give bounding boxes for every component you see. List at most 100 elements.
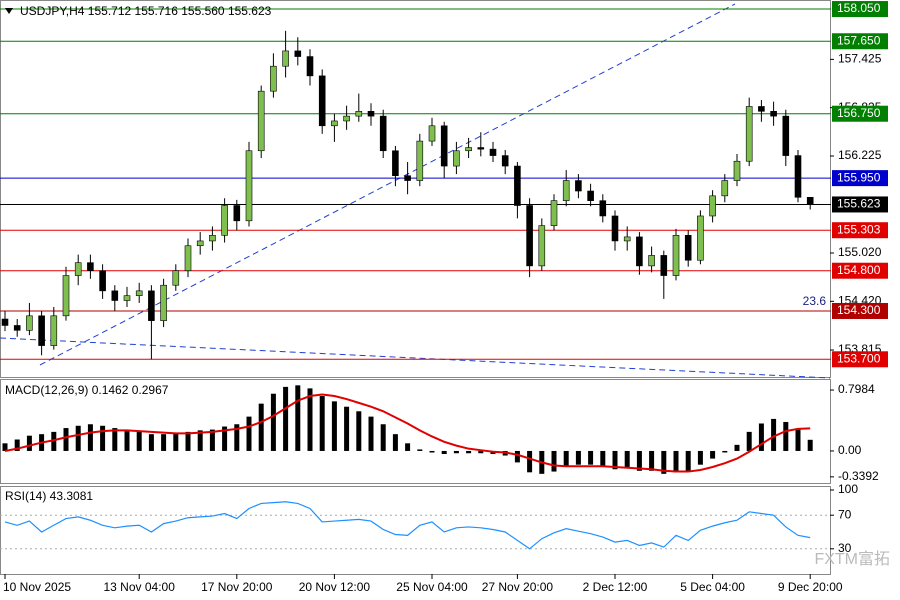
candle-body xyxy=(465,147,472,152)
y-tick-label: 155.020 xyxy=(838,245,882,259)
x-tick-label: 13 Nov 04:00 xyxy=(104,580,176,594)
candle-body xyxy=(379,115,387,152)
x-tick-label: 25 Nov 04:00 xyxy=(396,580,468,594)
macd-bar xyxy=(685,450,691,471)
macd-title: MACD(12,26,9) 0.1462 0.2967 xyxy=(5,383,169,397)
macd-bar xyxy=(51,431,57,451)
candle-body xyxy=(697,215,704,261)
x-tick-label: 5 Dec 04:00 xyxy=(680,580,745,594)
macd-bar xyxy=(612,450,618,470)
price-label-box xyxy=(832,302,888,319)
candle-body xyxy=(233,205,241,222)
candle-body xyxy=(111,290,119,301)
fib-label: 23.6 xyxy=(803,294,827,308)
candle-body xyxy=(367,111,375,117)
macd-bar xyxy=(600,450,606,467)
macd-bar xyxy=(258,403,264,451)
candle-body xyxy=(355,111,363,117)
candle-body xyxy=(62,275,70,317)
macd-bar xyxy=(222,426,228,451)
price-label-box xyxy=(832,170,888,187)
macd-bar xyxy=(453,450,459,454)
candle-body xyxy=(148,290,155,321)
candle-body xyxy=(26,315,33,331)
candle-body xyxy=(172,270,180,286)
x-tick-label: 10 Nov 2025 xyxy=(3,580,71,594)
macd-bar xyxy=(246,416,252,451)
macd-bar xyxy=(319,396,325,451)
macd-bar xyxy=(441,450,447,455)
macd-bar xyxy=(673,450,679,473)
macd-bar xyxy=(734,444,740,451)
candle-body xyxy=(331,120,338,127)
price-label-box xyxy=(832,33,888,50)
price-label: 154.300 xyxy=(837,303,881,317)
candle-body xyxy=(99,270,106,292)
macd-bar xyxy=(697,450,703,465)
macd-bar xyxy=(527,450,533,473)
macd-bar xyxy=(14,439,20,451)
candle-body xyxy=(416,140,424,181)
macd-bar xyxy=(636,450,642,471)
macd-bar xyxy=(795,429,801,451)
macd-bar xyxy=(112,428,118,451)
candle-body xyxy=(160,284,167,321)
watermark: FXTM富拓 xyxy=(814,550,890,568)
candle-body xyxy=(343,115,350,122)
macd-bar xyxy=(429,450,435,453)
y-tick-label: 70 xyxy=(838,507,852,521)
y-tick-label: 0.00 xyxy=(838,443,862,457)
macd-bar xyxy=(136,431,142,451)
candle-body xyxy=(440,125,448,167)
macd-bar xyxy=(344,406,350,451)
candle-body xyxy=(587,190,594,201)
macd-bar xyxy=(710,450,716,459)
candle-body xyxy=(648,255,655,267)
candle-body xyxy=(721,180,729,197)
price-label: 153.700 xyxy=(837,351,881,365)
trend-line xyxy=(0,337,831,379)
candle-body xyxy=(1,318,9,326)
candle-body xyxy=(672,234,680,276)
candle-body xyxy=(123,295,131,301)
macd-bar xyxy=(588,450,594,465)
candle-body xyxy=(13,325,21,331)
candle-body xyxy=(428,125,436,142)
macd-panel xyxy=(0,379,831,484)
macd-bar xyxy=(661,450,667,474)
candle-body xyxy=(306,56,314,77)
x-tick-label: 20 Nov 12:00 xyxy=(299,580,371,594)
macd-bar xyxy=(2,443,8,451)
candle-body xyxy=(636,236,643,267)
y-tick-label: 30 xyxy=(838,541,852,555)
candle-body xyxy=(221,205,228,236)
macd-bar xyxy=(124,430,130,451)
price-label-box xyxy=(832,222,888,239)
macd-bar xyxy=(758,423,764,451)
macd-bar xyxy=(197,430,203,451)
y-tick-label: -0.3392 xyxy=(838,469,879,483)
y-tick-label: 156.225 xyxy=(838,148,882,162)
y-tick-label: 157.425 xyxy=(838,52,882,66)
price-label: 155.303 xyxy=(837,222,881,236)
candle-body xyxy=(50,315,58,346)
candle-body xyxy=(245,150,253,222)
macd-bar xyxy=(148,434,154,451)
candle-body xyxy=(733,160,741,181)
macd-bar xyxy=(771,418,777,451)
macd-bar xyxy=(368,416,374,451)
candle-body xyxy=(294,50,302,57)
macd-bar xyxy=(75,425,81,451)
rsi-title: RSI(14) 43.3081 xyxy=(5,489,93,503)
macd-bar xyxy=(209,429,215,451)
price-label: 155.950 xyxy=(837,170,881,184)
macd-bar xyxy=(307,388,313,451)
macd-bar xyxy=(380,424,386,451)
y-tick-label: 0.7984 xyxy=(838,382,875,396)
candle-body xyxy=(709,195,716,217)
x-tick-label: 2 Dec 12:00 xyxy=(583,580,648,594)
candle-body xyxy=(453,150,460,167)
macd-bar xyxy=(173,432,179,451)
macd-bar xyxy=(514,450,520,463)
